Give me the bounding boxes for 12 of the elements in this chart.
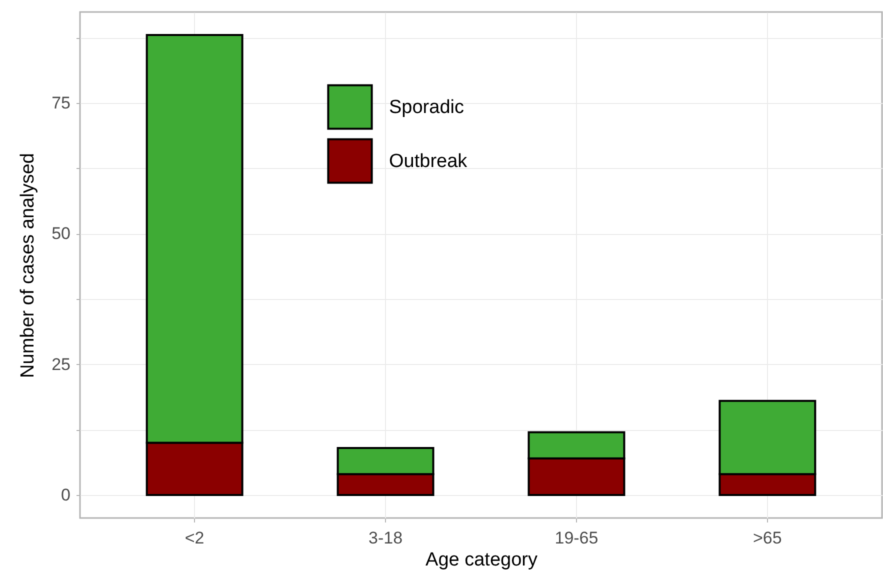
x-tick-label: 19-65 <box>554 528 598 548</box>
legend-label: Sporadic <box>389 97 464 118</box>
x-tick-label: <2 <box>184 528 204 548</box>
x-axis-title: Age category <box>426 550 538 570</box>
y-tick-label: 25 <box>52 354 70 374</box>
x-tick-label: >65 <box>753 528 782 548</box>
x-tick-label: 3-18 <box>368 528 403 548</box>
y-axis-title: Number of cases analysed <box>18 153 39 378</box>
y-tick-label: 75 <box>52 93 70 112</box>
y-tick-label: 50 <box>52 224 70 244</box>
y-tick-label: 0 <box>61 486 70 504</box>
legend-label: Outbreak <box>389 151 468 172</box>
